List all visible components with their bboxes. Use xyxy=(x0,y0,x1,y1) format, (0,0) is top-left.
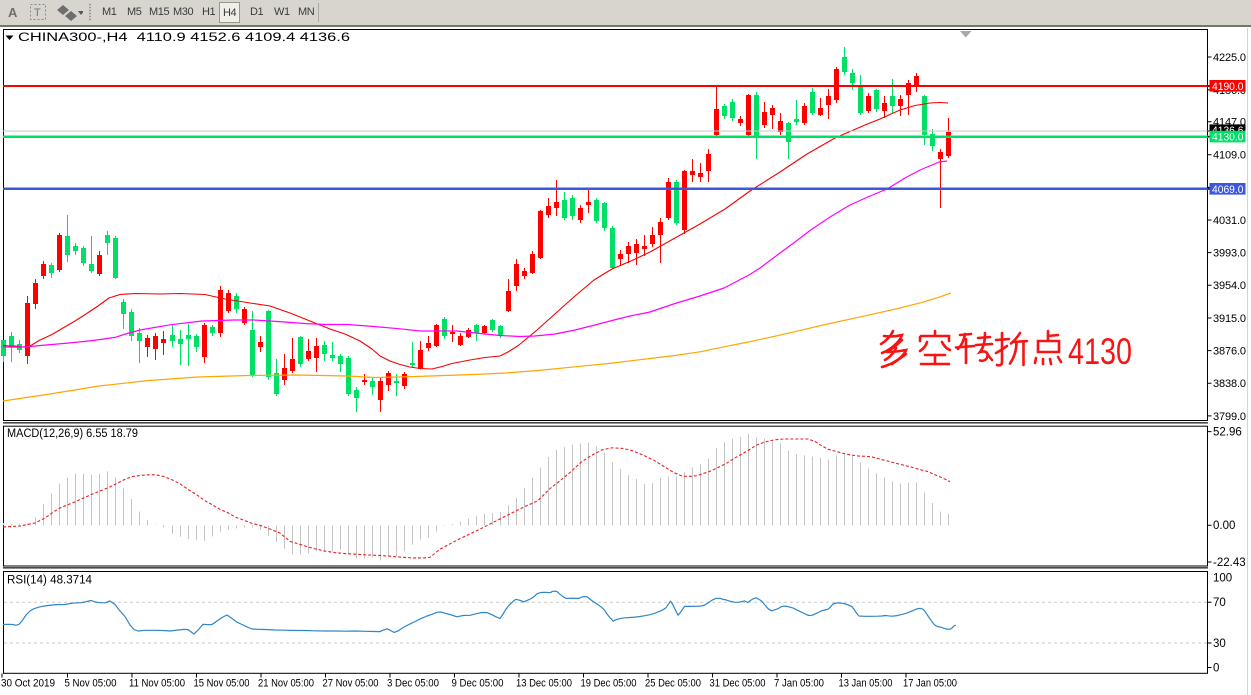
svg-text:3799.0: 3799.0 xyxy=(1213,411,1246,423)
svg-text:13 Jan 05:00: 13 Jan 05:00 xyxy=(839,678,893,690)
svg-text:4130.0: 4130.0 xyxy=(1212,132,1244,144)
svg-text:9 Dec 05:00: 9 Dec 05:00 xyxy=(452,678,504,690)
svg-text:5 Nov 05:00: 5 Nov 05:00 xyxy=(65,678,117,690)
svg-text:19 Dec 05:00: 19 Dec 05:00 xyxy=(581,678,637,690)
svg-text:7 Jan 05:00: 7 Jan 05:00 xyxy=(774,678,824,690)
svg-text:17 Jan 05:00: 17 Jan 05:00 xyxy=(903,678,957,690)
svg-text:70: 70 xyxy=(1213,597,1226,609)
svg-text:4225.0: 4225.0 xyxy=(1213,52,1246,64)
svg-text:3915.0: 3915.0 xyxy=(1213,313,1246,325)
svg-text:MACD(12,26,9) 6.55 18.79: MACD(12,26,9) 6.55 18.79 xyxy=(7,428,138,440)
svg-text:T: T xyxy=(34,7,41,19)
svg-text:11 Nov 05:00: 11 Nov 05:00 xyxy=(129,678,185,690)
svg-text:13 Dec 05:00: 13 Dec 05:00 xyxy=(516,678,572,690)
svg-text:4069.0: 4069.0 xyxy=(1212,184,1244,196)
svg-text:4130: 4130 xyxy=(1068,331,1132,372)
svg-text:-22.43: -22.43 xyxy=(1213,557,1246,569)
svg-text:15 Nov 05:00: 15 Nov 05:00 xyxy=(194,678,250,690)
svg-text:30 Oct 2019: 30 Oct 2019 xyxy=(1,678,55,690)
svg-text:4190.0: 4190.0 xyxy=(1212,81,1244,93)
svg-text:RSI(14) 48.3714: RSI(14) 48.3714 xyxy=(7,575,93,587)
svg-text:21 Nov 05:00: 21 Nov 05:00 xyxy=(258,678,314,690)
svg-text:30: 30 xyxy=(1213,638,1226,650)
svg-text:100: 100 xyxy=(1213,572,1232,584)
svg-text:0.00: 0.00 xyxy=(1213,520,1235,532)
svg-text:3876.0: 3876.0 xyxy=(1213,346,1246,358)
svg-text:CHINA300-,H4 4110.9 4152.6 41: CHINA300-,H4 4110.9 4152.6 4109.4 4136.6 xyxy=(18,32,350,44)
svg-text:3 Dec 05:00: 3 Dec 05:00 xyxy=(387,678,439,690)
svg-text:4031.0: 4031.0 xyxy=(1213,215,1246,227)
svg-text:3993.0: 3993.0 xyxy=(1213,248,1246,260)
svg-text:3954.0: 3954.0 xyxy=(1213,280,1246,292)
svg-text:52.96: 52.96 xyxy=(1213,427,1242,439)
svg-text:3838.0: 3838.0 xyxy=(1213,378,1246,390)
svg-text:4109.0: 4109.0 xyxy=(1213,150,1246,162)
svg-text:31 Dec 05:00: 31 Dec 05:00 xyxy=(710,678,766,690)
svg-text:0: 0 xyxy=(1213,662,1219,674)
svg-text:25 Dec 05:00: 25 Dec 05:00 xyxy=(645,678,701,690)
svg-text:27 Nov 05:00: 27 Nov 05:00 xyxy=(323,678,379,690)
